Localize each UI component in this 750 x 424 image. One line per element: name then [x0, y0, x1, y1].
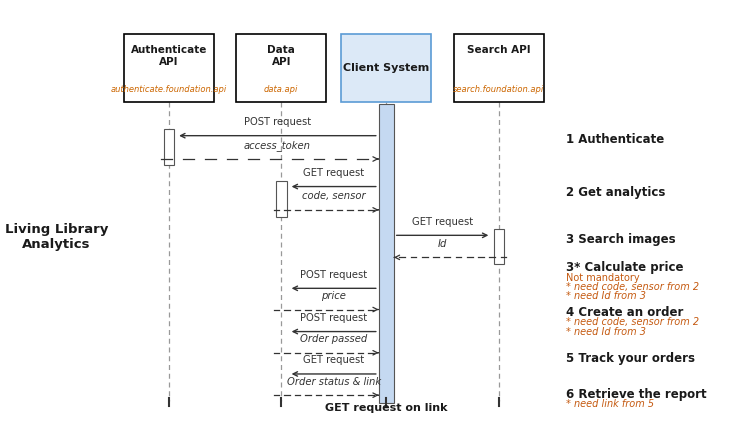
Text: 4 Create an order: 4 Create an order	[566, 307, 684, 319]
Bar	[494, 229, 504, 264]
Bar	[341, 34, 431, 102]
Bar	[454, 34, 544, 102]
Bar	[236, 34, 326, 102]
Text: Not mandatory: Not mandatory	[566, 273, 640, 283]
Text: 1 Authenticate: 1 Authenticate	[566, 134, 664, 146]
Text: GET request on link: GET request on link	[325, 403, 448, 413]
Text: access_token: access_token	[244, 139, 311, 151]
Bar	[379, 104, 394, 403]
Text: Order status & link: Order status & link	[286, 377, 381, 387]
Text: Client System: Client System	[343, 63, 429, 73]
Text: 3* Calculate price: 3* Calculate price	[566, 261, 684, 273]
Text: GET request: GET request	[303, 355, 364, 365]
Text: code, sensor: code, sensor	[302, 191, 365, 201]
Text: GET request: GET request	[303, 168, 364, 178]
Text: GET request: GET request	[412, 217, 473, 227]
Bar	[124, 34, 214, 102]
Text: * need code, sensor from 2: * need code, sensor from 2	[566, 282, 699, 292]
Text: 2 Get analytics: 2 Get analytics	[566, 187, 666, 199]
Text: Data
API: Data API	[267, 45, 296, 67]
Text: POST request: POST request	[300, 313, 368, 323]
Text: search.foundation.api: search.foundation.api	[453, 85, 544, 94]
Text: authenticate.foundation.api: authenticate.foundation.api	[111, 85, 226, 94]
Text: * need code, sensor from 2: * need code, sensor from 2	[566, 317, 699, 327]
Text: POST request: POST request	[300, 270, 368, 280]
Text: 3 Search images: 3 Search images	[566, 233, 676, 246]
Text: * need Id from 3: * need Id from 3	[566, 326, 646, 337]
Text: Id: Id	[438, 239, 447, 249]
Text: Authenticate
API: Authenticate API	[130, 45, 207, 67]
Text: Search API: Search API	[467, 45, 530, 55]
Text: 5 Track your orders: 5 Track your orders	[566, 352, 695, 365]
Text: price: price	[321, 291, 346, 301]
Text: * need link from 5: * need link from 5	[566, 399, 654, 409]
Bar	[276, 181, 286, 217]
Text: Order passed: Order passed	[300, 334, 368, 344]
Text: Living Library
Analytics: Living Library Analytics	[4, 223, 108, 251]
Text: 6 Retrieve the report: 6 Retrieve the report	[566, 388, 706, 401]
Text: POST request: POST request	[244, 117, 311, 127]
Text: data.api: data.api	[264, 85, 298, 94]
Text: * need Id from 3: * need Id from 3	[566, 291, 646, 301]
Bar	[164, 129, 174, 165]
